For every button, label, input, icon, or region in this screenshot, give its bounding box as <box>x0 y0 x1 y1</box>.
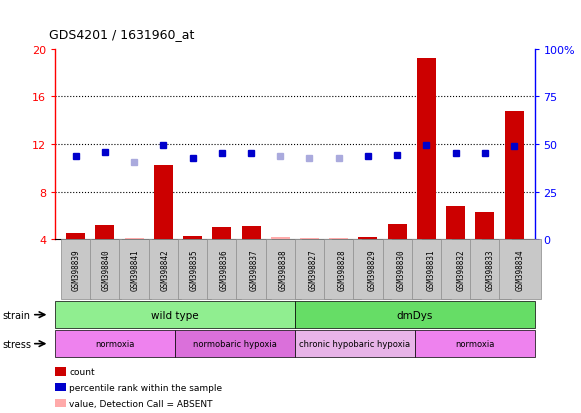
Bar <box>242 226 260 240</box>
Bar <box>475 212 494 240</box>
Bar <box>183 236 202 240</box>
Text: GSM398830: GSM398830 <box>397 249 406 290</box>
Text: GSM398840: GSM398840 <box>101 249 110 290</box>
Text: GSM398841: GSM398841 <box>131 249 140 290</box>
Text: GSM398836: GSM398836 <box>220 249 228 290</box>
Bar <box>154 166 173 240</box>
Text: GSM398832: GSM398832 <box>456 249 465 290</box>
Text: GSM398838: GSM398838 <box>279 249 288 290</box>
Text: normoxia: normoxia <box>95 339 135 348</box>
Text: GSM398833: GSM398833 <box>486 249 495 290</box>
Bar <box>300 238 319 240</box>
Text: strain: strain <box>3 310 31 320</box>
Text: GSM398831: GSM398831 <box>426 249 436 290</box>
Text: GSM398835: GSM398835 <box>190 249 199 290</box>
Text: value, Detection Call = ABSENT: value, Detection Call = ABSENT <box>69 399 213 408</box>
Bar <box>446 206 465 240</box>
Bar <box>388 224 407 240</box>
Bar <box>329 238 348 240</box>
Text: GSM398834: GSM398834 <box>515 249 525 290</box>
Text: stress: stress <box>3 339 32 349</box>
Text: GSM398829: GSM398829 <box>368 249 376 290</box>
Text: normobaric hypoxia: normobaric hypoxia <box>193 339 277 348</box>
Bar <box>212 228 231 240</box>
Bar <box>358 238 378 240</box>
Text: GDS4201 / 1631960_at: GDS4201 / 1631960_at <box>49 28 195 41</box>
Text: GSM398828: GSM398828 <box>338 249 347 290</box>
Text: percentile rank within the sample: percentile rank within the sample <box>69 383 223 392</box>
Bar <box>504 112 523 240</box>
Text: normoxia: normoxia <box>455 339 494 348</box>
Text: GSM398837: GSM398837 <box>249 249 258 290</box>
Text: wild type: wild type <box>151 310 199 320</box>
Bar <box>271 237 290 240</box>
Text: GSM398842: GSM398842 <box>160 249 170 290</box>
Bar <box>124 238 144 240</box>
Text: GSM398827: GSM398827 <box>309 249 317 290</box>
Text: dmDys: dmDys <box>396 310 433 320</box>
Bar <box>417 59 436 240</box>
Text: GSM398839: GSM398839 <box>71 249 81 290</box>
Text: chronic hypobaric hypoxia: chronic hypobaric hypoxia <box>299 339 410 348</box>
Bar <box>95 225 114 240</box>
Bar <box>66 234 85 240</box>
Text: count: count <box>69 367 95 376</box>
